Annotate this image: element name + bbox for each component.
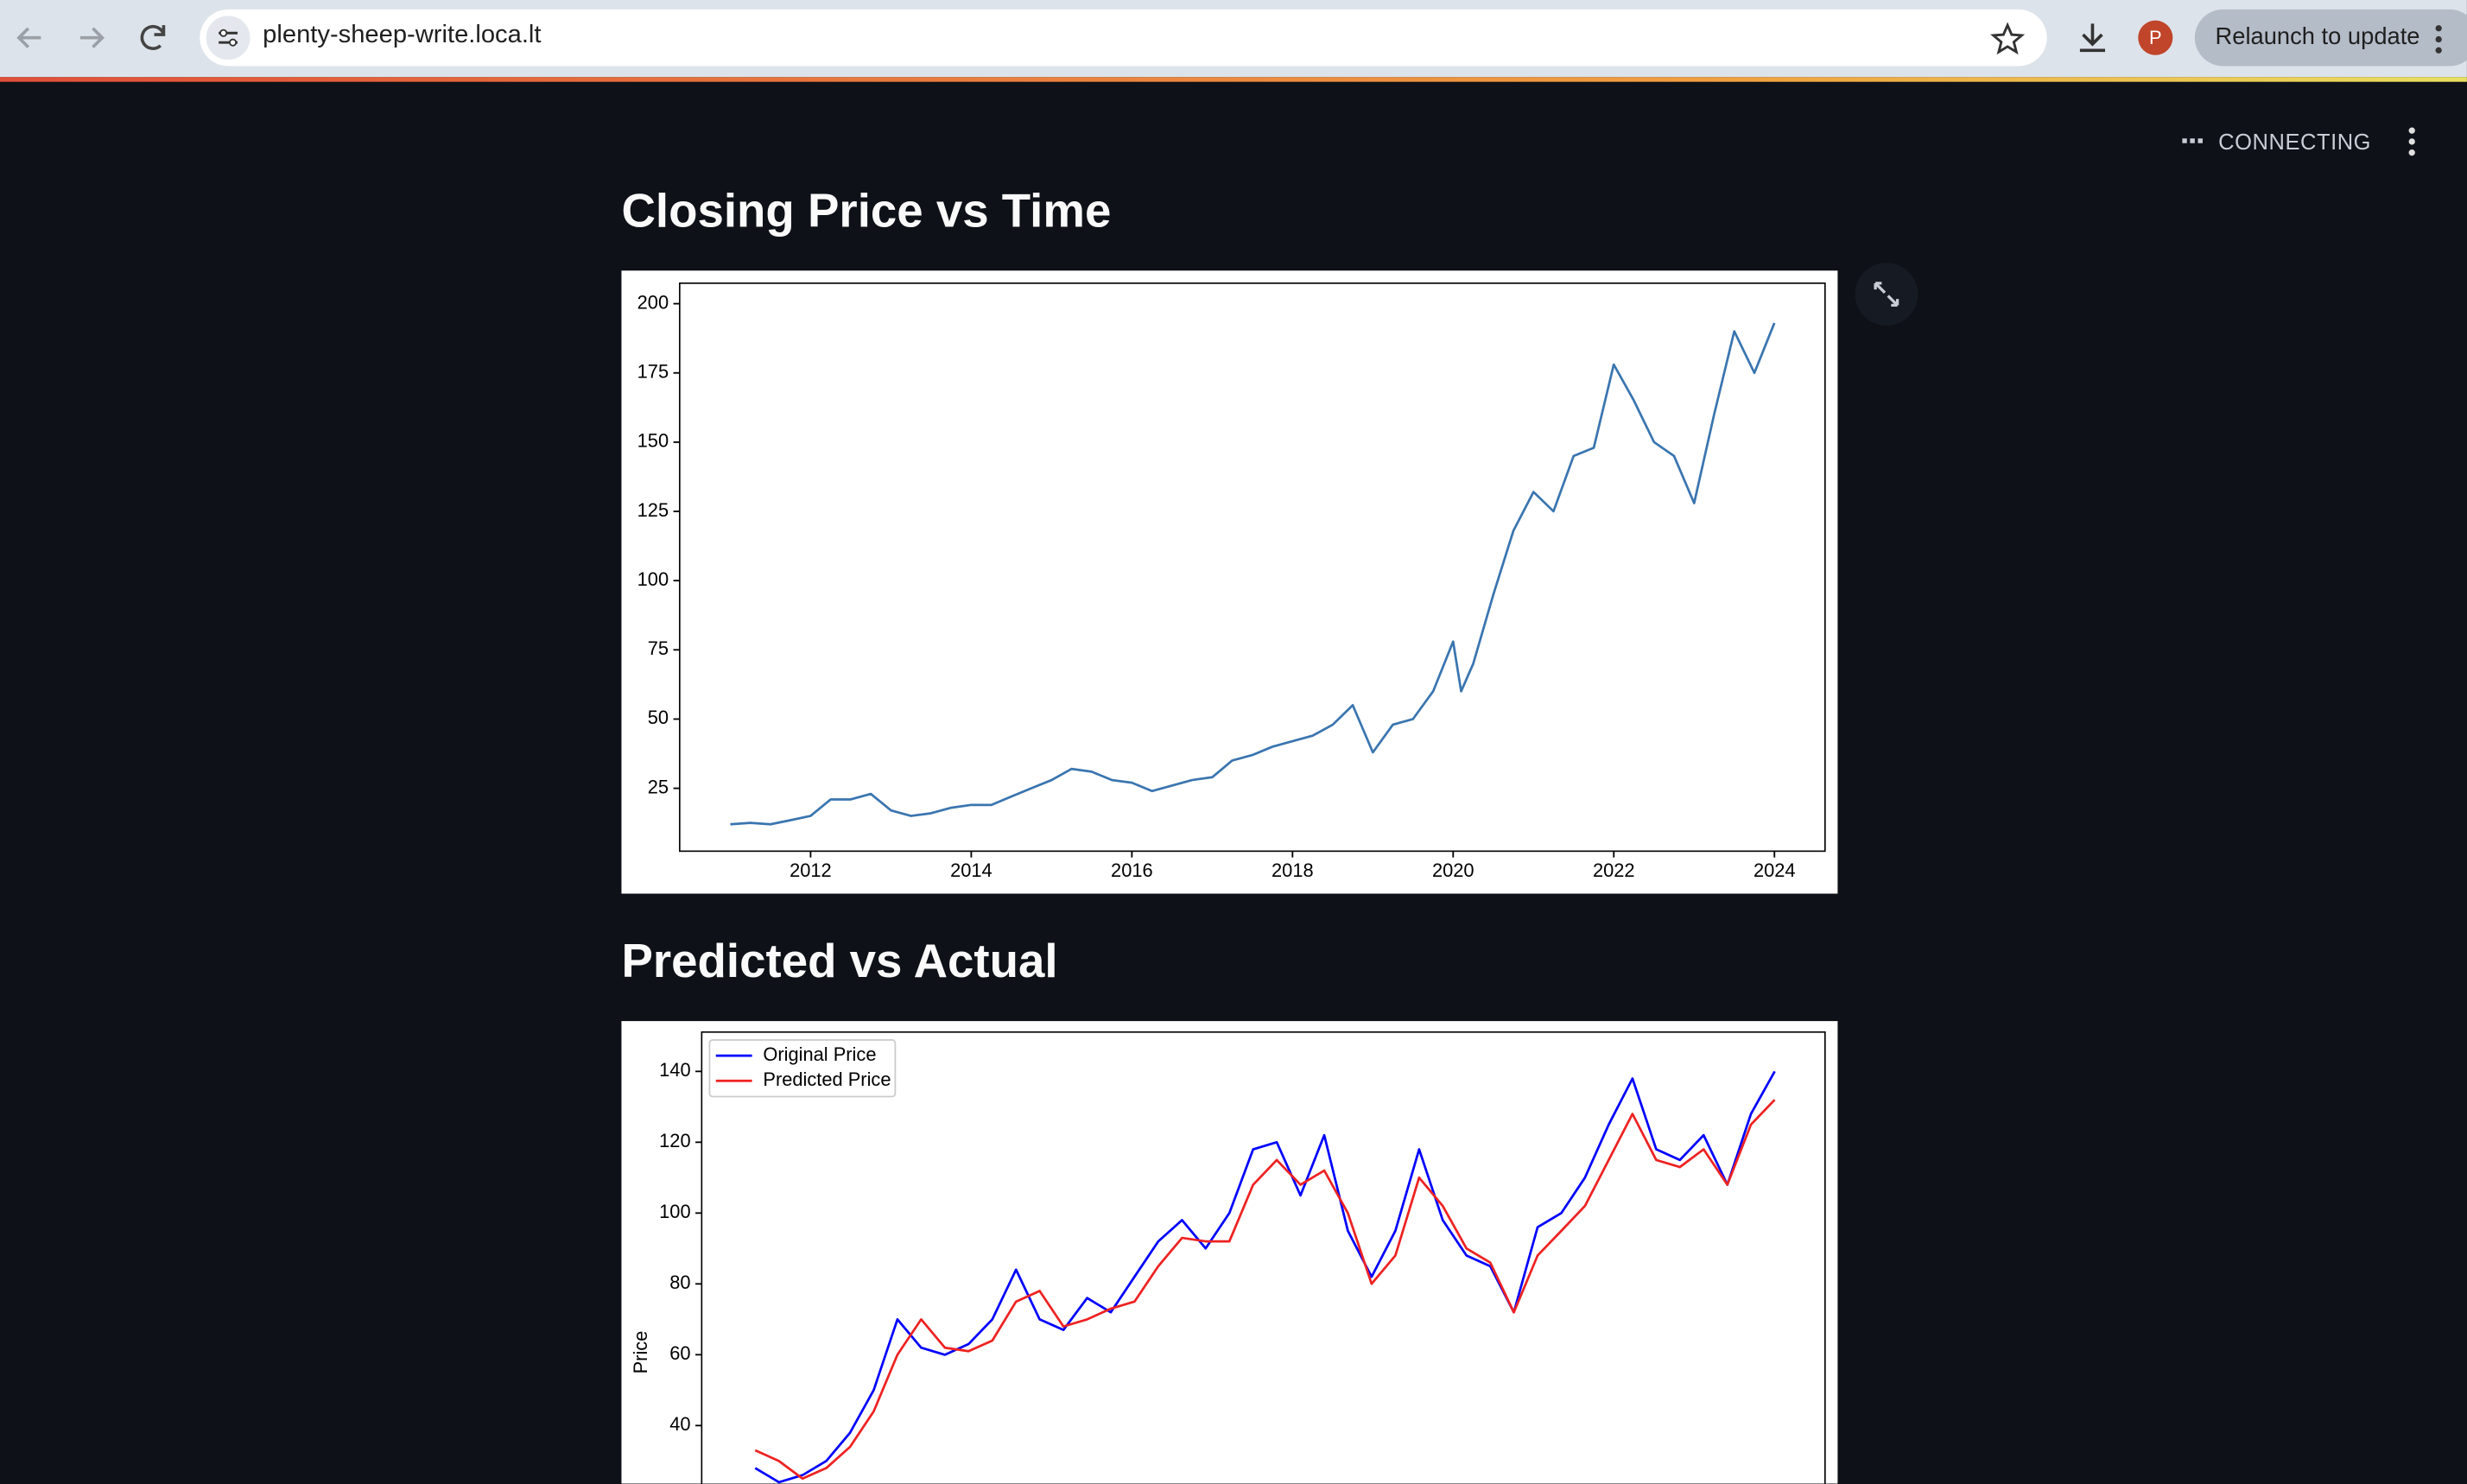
profile-avatar[interactable]: P — [2138, 20, 2173, 55]
x-tick-label: 2024 — [1754, 859, 1796, 881]
downloads-icon[interactable] — [2074, 19, 2112, 57]
y-tick-label: 50 — [648, 707, 669, 728]
connection-status: CONNECTING — [2218, 129, 2372, 155]
series-line — [754, 1099, 1776, 1481]
site-info-icon[interactable] — [206, 16, 251, 60]
y-tick-label: 100 — [659, 1201, 690, 1222]
y-tick-label: 75 — [648, 637, 669, 659]
y-tick-label: 80 — [669, 1272, 690, 1293]
y-tick-label: 175 — [637, 360, 669, 382]
app-menu[interactable] — [2402, 126, 2421, 157]
back-button[interactable] — [16, 27, 41, 48]
y-tick-label: 150 — [637, 430, 669, 452]
reload-button[interactable] — [140, 24, 166, 50]
x-tick-label: 2022 — [1593, 859, 1635, 881]
fullscreen-button[interactable] — [1855, 263, 1918, 327]
browser-menu[interactable] — [2429, 22, 2448, 56]
section-heading: Predicted vs Actual — [621, 935, 1058, 988]
x-tick-label: 2012 — [790, 859, 832, 881]
y-axis-label: Price — [630, 1331, 651, 1374]
toolbar-icons — [16, 24, 166, 50]
legend-label: Original Price — [763, 1043, 876, 1065]
relaunch-label: Relaunch to update — [2215, 23, 2420, 51]
y-tick-label: 60 — [669, 1342, 690, 1364]
legend-label: Predicted Price — [763, 1069, 891, 1090]
x-tick-label: 2016 — [1111, 859, 1153, 881]
x-tick-label: 2014 — [950, 859, 993, 881]
forward-button[interactable] — [79, 27, 105, 48]
chart-panel — [621, 1021, 1838, 1484]
relaunch-button[interactable] — [2194, 9, 2467, 67]
series-line — [754, 1070, 1776, 1484]
status-dots — [2182, 138, 2203, 143]
y-tick-label: 200 — [637, 291, 669, 313]
x-tick-label: 2020 — [1432, 859, 1474, 881]
chart-panel — [621, 270, 1838, 894]
series-line — [730, 322, 1776, 826]
axes-frame — [679, 282, 1826, 853]
x-tick-label: 2018 — [1272, 859, 1314, 881]
address-bar[interactable] — [200, 9, 2047, 67]
axes-frame — [701, 1031, 1826, 1484]
load-bar — [0, 77, 2467, 82]
url: plenty-sheep-write.loca.lt — [263, 22, 542, 49]
y-tick-label: 25 — [648, 776, 669, 797]
bookmark-star[interactable] — [1988, 21, 2026, 59]
y-tick-label: 100 — [637, 568, 669, 590]
y-tick-label: 125 — [637, 499, 669, 521]
y-tick-label: 140 — [659, 1059, 690, 1081]
y-tick-label: 40 — [669, 1413, 690, 1435]
y-tick-label: 120 — [659, 1130, 690, 1151]
legend-box — [708, 1039, 897, 1098]
section-heading: Closing Price vs Time — [621, 185, 1112, 238]
